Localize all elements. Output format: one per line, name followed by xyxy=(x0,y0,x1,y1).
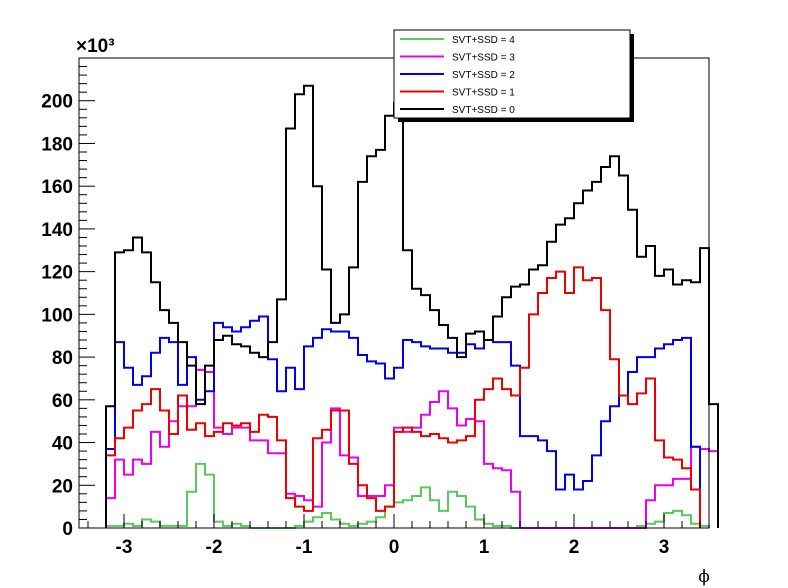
legend-entry-label: SVT+SSD = 0 xyxy=(452,105,515,116)
legend-entry-label: SVT+SSD = 1 xyxy=(452,88,515,99)
y-tick-label: 40 xyxy=(52,434,73,455)
legend-entry-label: SVT+SSD = 3 xyxy=(452,53,515,64)
y-tick-label: 140 xyxy=(41,220,73,241)
series-line-4 xyxy=(105,84,719,528)
x-tick-label: 0 xyxy=(389,537,400,558)
y-tick-label: 120 xyxy=(41,263,73,284)
axes-layer: -3 -2 -1 0 1 2 3 0 20 40 60 80 100 120 140 160 180 200 ×10… xyxy=(41,36,710,587)
legend-entry-label: SVT+SSD = 4 xyxy=(452,35,515,46)
y-tick-label: 160 xyxy=(41,177,73,198)
series-line-3 xyxy=(105,266,701,528)
legend-entry-label: SVT+SSD = 2 xyxy=(452,70,515,81)
x-tick-label: -2 xyxy=(206,537,223,558)
y-tick-label: 200 xyxy=(41,92,73,113)
x-axis-title: ϕ xyxy=(698,567,710,587)
series-line-2 xyxy=(105,315,701,528)
x-tick-label: -3 xyxy=(116,537,133,558)
y-tick-label: 0 xyxy=(62,519,73,540)
legend: SVT+SSD = 4 SVT+SSD = 3 SVT+SSD = 2 SVT+SSD… xyxy=(393,29,634,122)
x-tick-label: -1 xyxy=(296,537,313,558)
y-tick-label: 60 xyxy=(52,391,73,412)
x-tick-label: 2 xyxy=(569,537,580,558)
y-tick-label: 180 xyxy=(41,134,73,155)
y-multiplier-label: ×10³ xyxy=(76,36,115,57)
x-tick-label: 3 xyxy=(659,537,670,558)
y-tick-label: 80 xyxy=(52,348,73,369)
x-tick-label: 1 xyxy=(479,537,490,558)
y-tick-label: 20 xyxy=(52,476,73,497)
y-tick-label: 100 xyxy=(41,305,73,326)
